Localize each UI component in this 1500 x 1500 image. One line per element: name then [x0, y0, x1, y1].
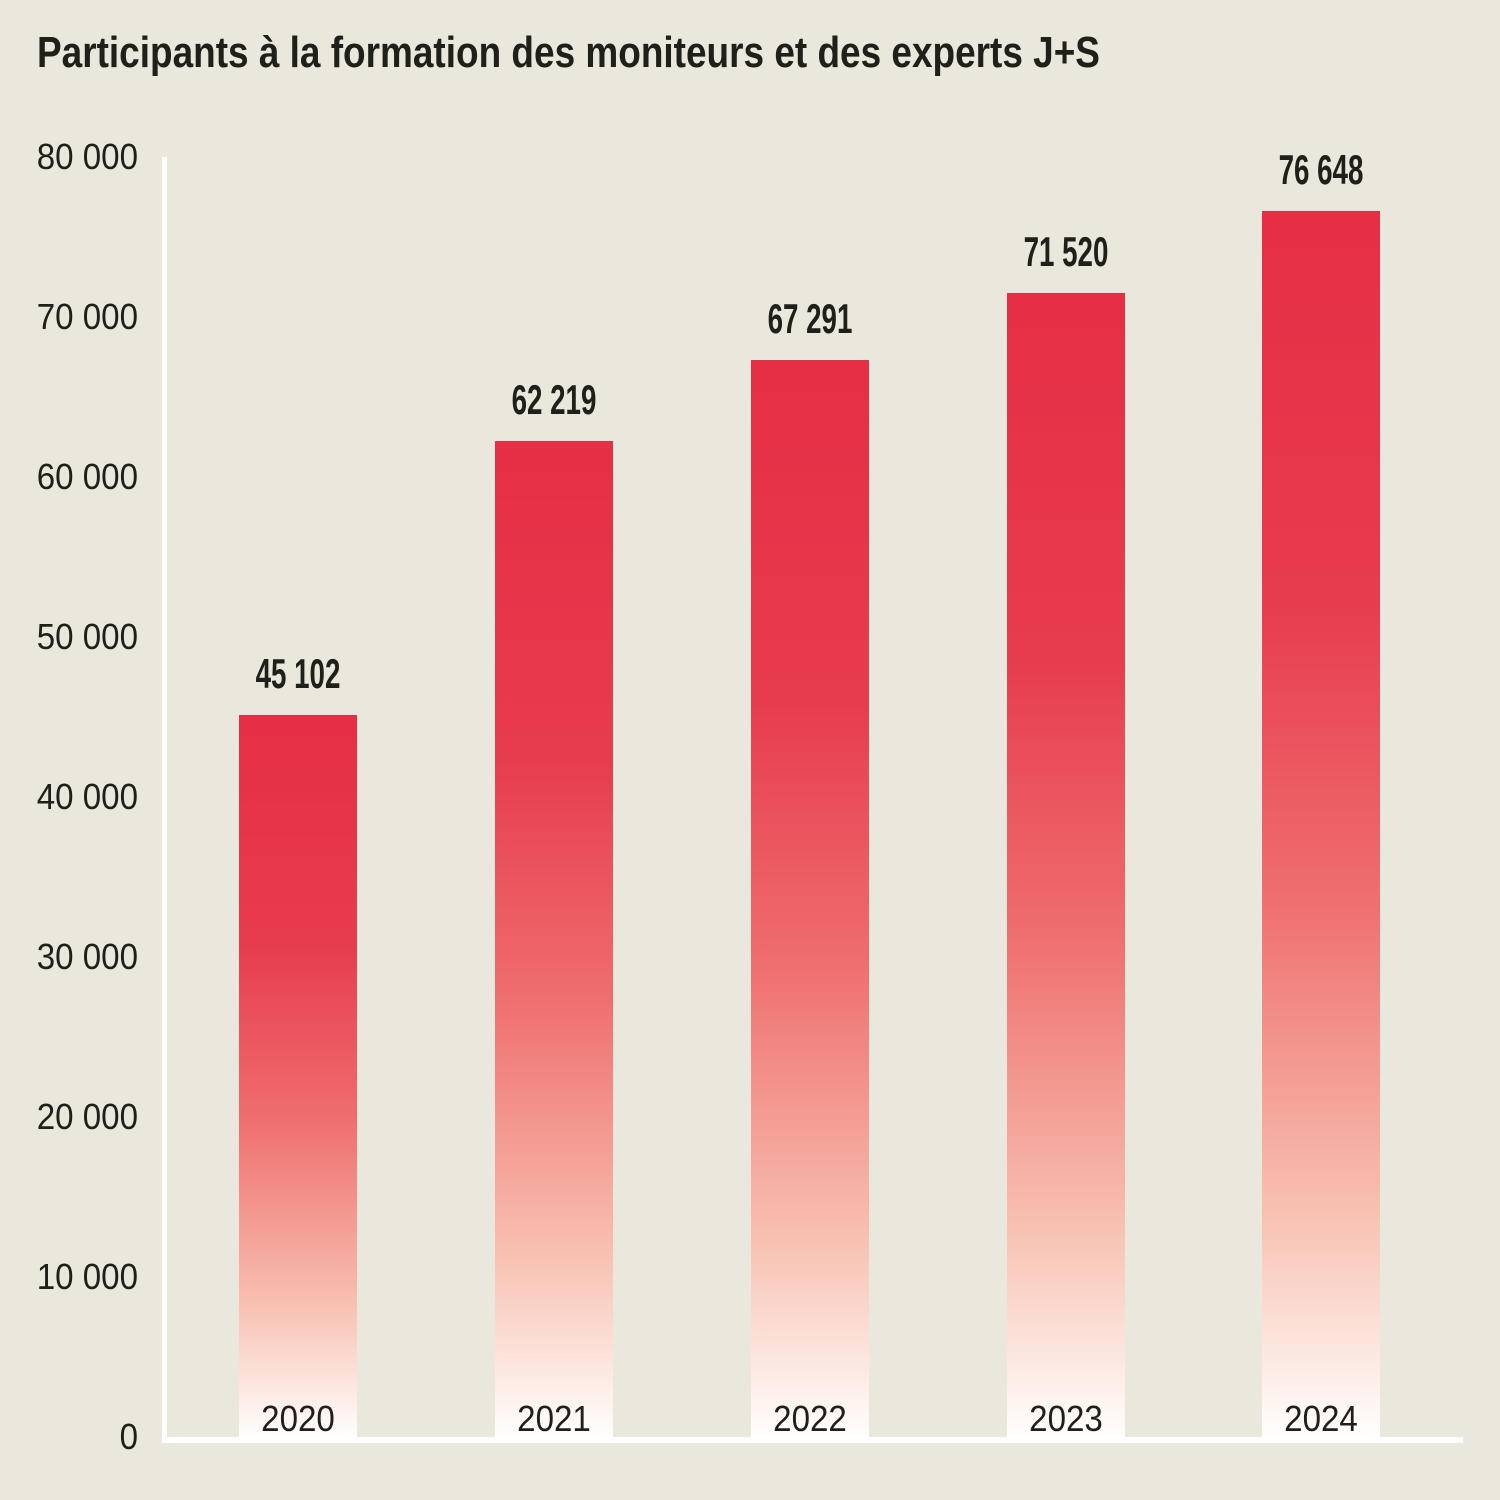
y-axis-tick-label: 30 000 — [36, 936, 138, 977]
bar-2020 — [239, 715, 357, 1437]
x-axis-year-label: 2020 — [261, 1398, 335, 1439]
x-axis-line — [162, 1437, 1463, 1443]
y-axis-tick-label: 60 000 — [36, 456, 138, 497]
bar-2022 — [751, 360, 869, 1437]
bar-value-label: 71 520 — [1023, 227, 1108, 275]
bar-value-label: 45 102 — [255, 650, 341, 698]
x-axis-year-label: 2022 — [773, 1398, 847, 1439]
chart-title: Participants à la formation des moniteur… — [37, 28, 1100, 77]
x-axis-year-label: 2021 — [517, 1398, 591, 1439]
y-axis-tick-label: 40 000 — [36, 776, 138, 817]
y-axis-tick-label: 70 000 — [36, 296, 138, 337]
bar-2021 — [495, 441, 613, 1437]
bar-value-label: 67 291 — [767, 295, 853, 343]
bar-2023 — [1006, 292, 1125, 1437]
bar-2024 — [1262, 210, 1380, 1437]
x-axis-year-label: 2023 — [1028, 1398, 1103, 1439]
bar-value-label: 62 219 — [511, 376, 597, 424]
y-axis-tick-label: 0 — [119, 1416, 138, 1457]
y-axis-tick-label: 20 000 — [36, 1096, 138, 1137]
y-axis-line — [162, 157, 167, 1443]
x-axis-year-label: 2024 — [1284, 1398, 1358, 1439]
bar-value-label: 76 648 — [1278, 145, 1364, 193]
y-axis-tick-label: 80 000 — [36, 136, 138, 177]
y-axis-tick-label: 50 000 — [36, 616, 138, 657]
y-axis-tick-label: 10 000 — [36, 1256, 138, 1297]
